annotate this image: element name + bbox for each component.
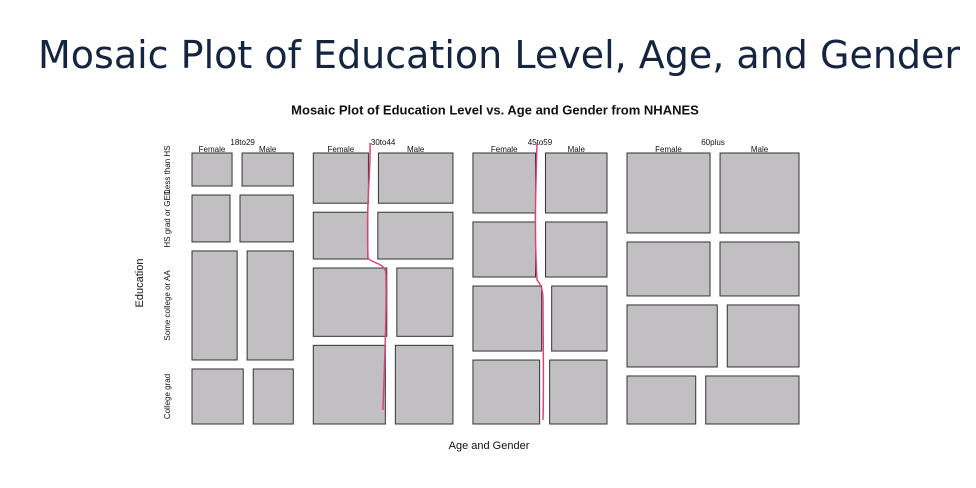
mosaic-cell (472, 152, 536, 214)
mosaic-cell (626, 375, 697, 425)
x-axis-title: Age and Gender (449, 440, 530, 452)
mosaic-cell (396, 267, 454, 337)
chart-title: Mosaic Plot of Education Level vs. Age a… (291, 102, 699, 117)
row-label: HS grad or GED (163, 189, 172, 247)
group-label: Male (259, 145, 277, 154)
group-label: Male (407, 145, 425, 154)
annotation-stroke (534, 142, 545, 421)
annotation-stroke (366, 142, 387, 411)
mosaic-cell (312, 152, 369, 204)
mosaic-cell (719, 152, 800, 234)
group-label: Female (328, 145, 355, 154)
y-axis-title: Education (134, 259, 146, 308)
mosaic-cell (239, 194, 294, 243)
group-label: Female (199, 145, 226, 154)
row-label: College grad (163, 374, 172, 419)
group-label: Female (655, 145, 682, 154)
mosaic-cell (472, 359, 541, 425)
group-label: Female (491, 145, 518, 154)
mosaic-cell (705, 375, 800, 425)
group-label: Male (751, 145, 769, 154)
mosaic-cell (544, 152, 608, 214)
mosaic-cell (472, 221, 537, 278)
mosaic-cell (394, 344, 454, 425)
mosaic-cell (377, 152, 454, 204)
mosaic-cell (191, 368, 244, 425)
mosaic-cell (719, 241, 800, 297)
row-label: Less than HS (163, 145, 172, 193)
mosaic-cell (246, 250, 294, 361)
mosaic-cell (726, 304, 800, 368)
mosaic-cell (626, 241, 711, 297)
age-label: 30to44 (371, 138, 396, 147)
mosaic-cell (549, 359, 608, 425)
mosaic-cell (626, 152, 711, 234)
mosaic-cell (551, 285, 608, 352)
age-label: 18to29 (230, 138, 255, 147)
mosaic-cell (191, 194, 231, 243)
mosaic-cell (312, 267, 388, 337)
mosaic-cell (626, 304, 718, 368)
mosaic-cell (252, 368, 294, 425)
mosaic-cell (312, 344, 386, 425)
slide-title: Mosaic Plot of Education Level, Age, and… (38, 33, 960, 77)
row-label: Some college or AA (163, 270, 172, 341)
mosaic-cell (312, 211, 369, 260)
group-label: Male (568, 145, 586, 154)
mosaic-cell (472, 285, 543, 352)
age-label: 45to59 (528, 138, 553, 147)
mosaic-cell (545, 221, 608, 278)
mosaic-cell (241, 152, 294, 187)
age-label: 60plus (701, 138, 725, 147)
mosaic-cell (377, 211, 454, 260)
mosaic-cell (191, 152, 233, 187)
mosaic-cell (191, 250, 238, 361)
